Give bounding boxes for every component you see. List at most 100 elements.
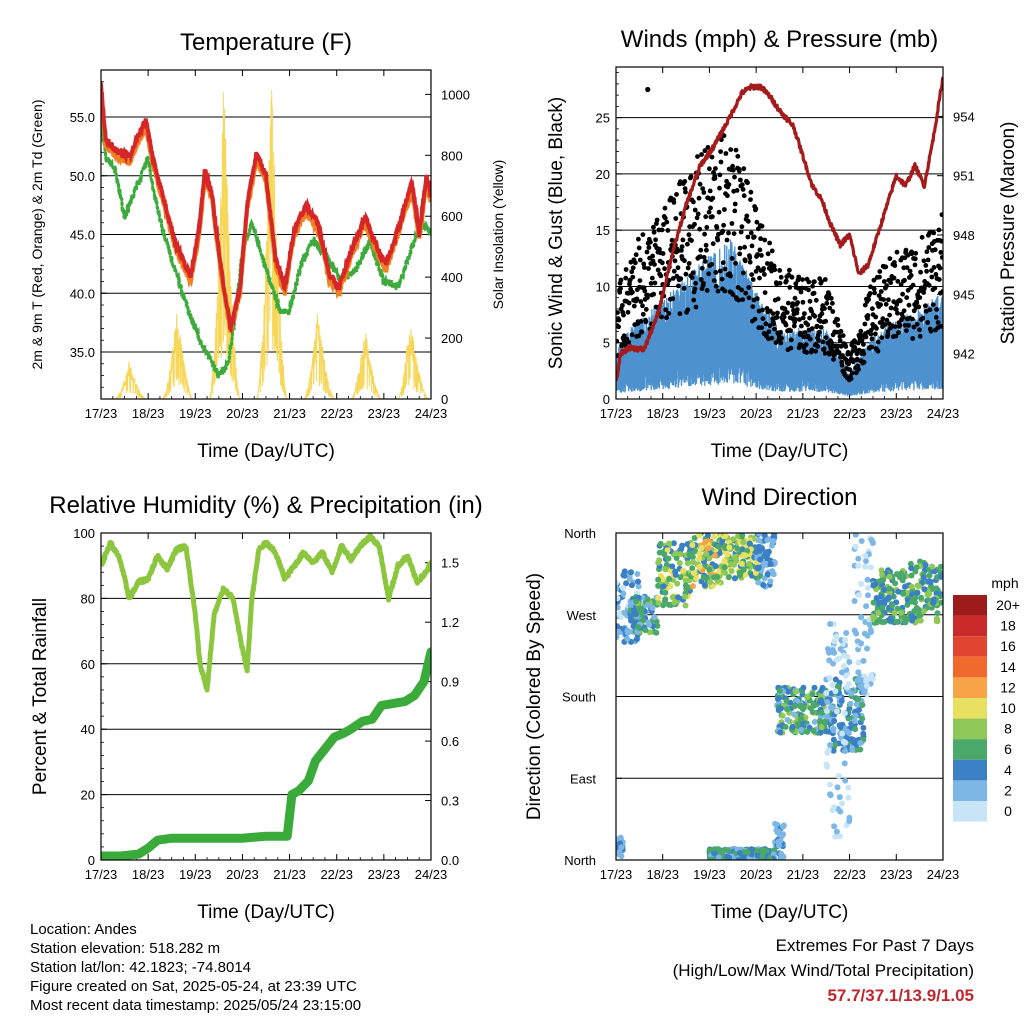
gust-point	[722, 288, 728, 294]
gust-point	[664, 219, 670, 225]
gust-point	[819, 311, 825, 317]
x-tick-label: 24/23	[927, 406, 960, 421]
direction-point	[831, 823, 838, 830]
temp_2m-series	[101, 81, 431, 335]
x-tick-label: 18/23	[646, 406, 679, 421]
direction-point	[717, 848, 724, 855]
direction-point	[832, 688, 839, 695]
direction-point	[929, 563, 936, 570]
direction-point	[842, 748, 848, 755]
direction-point	[669, 594, 676, 601]
y-tick-label: 60	[81, 657, 95, 672]
direction-point	[827, 742, 833, 748]
gust-point	[746, 295, 752, 301]
gust-point	[637, 257, 643, 263]
gust-point	[937, 265, 943, 271]
gust-point	[802, 311, 807, 316]
gust-point	[650, 253, 655, 259]
direction-point	[816, 718, 823, 725]
direction-point	[875, 609, 882, 616]
gust-point	[829, 348, 835, 354]
direction-point	[726, 854, 733, 860]
direction-point	[742, 571, 749, 578]
gust-point	[645, 292, 651, 298]
gust-point	[652, 262, 657, 267]
direction-point	[649, 604, 656, 611]
gust-point	[936, 227, 942, 233]
gust-point	[662, 215, 668, 221]
gust-point	[869, 336, 875, 342]
gust-point	[620, 303, 625, 308]
gust-point	[685, 265, 691, 271]
direction-point	[669, 563, 676, 570]
direction-point	[914, 589, 921, 596]
gust-point	[616, 338, 620, 344]
gust-point	[782, 306, 788, 312]
gust-point	[883, 301, 889, 307]
gust-point	[909, 251, 915, 256]
direction-point	[938, 599, 943, 606]
legend-label: 20+	[996, 597, 1020, 613]
gust-point	[923, 303, 928, 309]
gust-point	[815, 344, 821, 349]
direction-point	[696, 563, 703, 570]
direction-point	[866, 621, 873, 628]
y2-axis-label: Station Pressure (Maroon)	[998, 122, 1019, 345]
legend-label: 14	[1000, 659, 1016, 675]
gust-point	[633, 260, 638, 266]
direction-point	[864, 576, 871, 583]
direction-point	[818, 687, 825, 694]
direction-point	[626, 576, 633, 583]
gust-point	[835, 322, 841, 328]
y-tick-label: North	[564, 853, 596, 868]
gust-point	[869, 344, 874, 350]
gust-point	[929, 268, 934, 273]
y-axis-label: Direction (Colored By Speed)	[524, 573, 545, 820]
gust-point	[816, 337, 821, 343]
direction-point	[724, 847, 731, 854]
gust-point	[883, 264, 889, 270]
gust-point	[791, 323, 797, 329]
direction-point	[661, 597, 668, 604]
direction-point	[640, 594, 647, 601]
gust-point	[917, 333, 923, 339]
gust-point	[710, 214, 715, 220]
direction-point	[830, 736, 837, 743]
direction-point	[742, 552, 749, 559]
direction-point	[826, 657, 833, 664]
gust-point	[816, 329, 822, 335]
gust-point	[645, 86, 651, 93]
legend-swatch	[953, 780, 987, 801]
direction-point	[782, 723, 789, 730]
gust-point	[887, 312, 892, 318]
direction-point	[893, 571, 900, 578]
direction-point	[702, 538, 709, 545]
direction-point	[706, 847, 713, 854]
direction-point	[754, 565, 761, 572]
pressure-series	[616, 76, 943, 382]
gust-point	[861, 342, 866, 347]
gust-point	[691, 297, 697, 303]
direction-point	[845, 794, 852, 801]
x-tick-label: 19/23	[693, 867, 726, 882]
gust-point	[932, 285, 938, 291]
gust-point	[636, 333, 642, 339]
gust-point	[711, 170, 716, 175]
gust-point	[775, 310, 780, 316]
direction-point	[913, 605, 920, 611]
direction-point	[783, 697, 790, 704]
gust-point	[809, 347, 815, 353]
gust-point	[736, 168, 742, 174]
gust-point	[814, 323, 820, 329]
direction-point	[893, 618, 900, 625]
gust-point	[933, 272, 939, 277]
direction-point	[628, 582, 635, 589]
gust-point	[625, 309, 631, 315]
legend-swatch	[953, 759, 987, 781]
x-tick-label: 17/23	[85, 867, 118, 882]
gust-point	[679, 244, 685, 250]
direction-point	[864, 645, 870, 652]
gust-point	[914, 300, 920, 306]
y-tick-label: 0	[603, 392, 610, 407]
direction-point	[845, 681, 852, 688]
